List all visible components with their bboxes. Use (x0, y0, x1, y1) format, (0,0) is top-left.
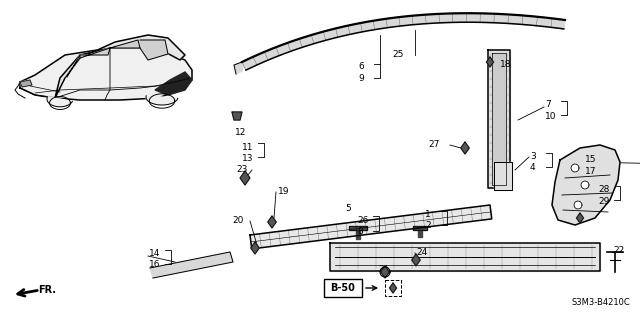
Text: 2: 2 (425, 221, 431, 230)
Polygon shape (20, 48, 192, 100)
Polygon shape (461, 142, 469, 154)
Polygon shape (488, 50, 510, 188)
Polygon shape (155, 72, 192, 95)
Polygon shape (349, 226, 367, 230)
Polygon shape (574, 201, 582, 209)
Text: 24: 24 (416, 248, 428, 257)
Polygon shape (412, 254, 420, 266)
Polygon shape (150, 252, 233, 278)
Polygon shape (234, 62, 244, 74)
Text: 16: 16 (149, 260, 161, 269)
Polygon shape (552, 145, 620, 225)
Polygon shape (47, 97, 72, 107)
Polygon shape (110, 40, 140, 48)
Text: 26: 26 (357, 216, 369, 225)
Text: 1: 1 (425, 210, 431, 219)
Text: B-50: B-50 (331, 283, 355, 293)
Polygon shape (571, 164, 579, 172)
Polygon shape (232, 112, 242, 120)
Text: 9: 9 (358, 74, 364, 83)
Text: 6: 6 (358, 62, 364, 71)
Text: 8: 8 (357, 227, 363, 236)
Polygon shape (492, 53, 506, 185)
Polygon shape (146, 96, 178, 105)
Text: S3M3-B4210C: S3M3-B4210C (572, 298, 630, 307)
Polygon shape (418, 230, 422, 237)
Text: 29: 29 (598, 197, 609, 206)
Polygon shape (65, 55, 80, 78)
Text: 10: 10 (545, 112, 557, 121)
Text: 3: 3 (530, 152, 536, 161)
Polygon shape (356, 230, 360, 239)
Text: 28: 28 (598, 185, 609, 194)
Text: 20: 20 (232, 216, 243, 225)
Text: 18: 18 (500, 60, 511, 69)
Polygon shape (80, 48, 110, 58)
Text: 5: 5 (345, 204, 351, 213)
Polygon shape (494, 162, 512, 190)
Text: 25: 25 (392, 50, 403, 59)
Text: 7: 7 (545, 100, 551, 109)
Text: 19: 19 (278, 187, 289, 196)
Polygon shape (486, 57, 493, 67)
Polygon shape (390, 283, 397, 293)
FancyBboxPatch shape (324, 279, 362, 297)
Text: 27: 27 (428, 140, 440, 149)
Text: 14: 14 (149, 249, 161, 258)
Polygon shape (240, 171, 250, 185)
Polygon shape (330, 243, 600, 271)
Polygon shape (577, 213, 584, 223)
Text: 23: 23 (236, 165, 248, 174)
Text: 22: 22 (613, 246, 624, 255)
Polygon shape (581, 181, 589, 189)
Text: 12: 12 (235, 128, 246, 137)
Polygon shape (140, 40, 168, 60)
Text: FR.: FR. (38, 285, 56, 295)
Polygon shape (381, 266, 389, 278)
Text: 4: 4 (530, 163, 536, 172)
Text: 17: 17 (585, 167, 596, 176)
Polygon shape (413, 226, 427, 230)
Polygon shape (251, 242, 259, 254)
Polygon shape (242, 13, 565, 70)
Text: 15: 15 (585, 155, 596, 164)
Polygon shape (250, 205, 492, 249)
Polygon shape (55, 35, 185, 98)
Text: 21: 21 (378, 265, 389, 274)
Polygon shape (268, 216, 276, 228)
Text: 13: 13 (242, 154, 253, 163)
Polygon shape (20, 80, 32, 87)
Text: 11: 11 (242, 143, 253, 152)
